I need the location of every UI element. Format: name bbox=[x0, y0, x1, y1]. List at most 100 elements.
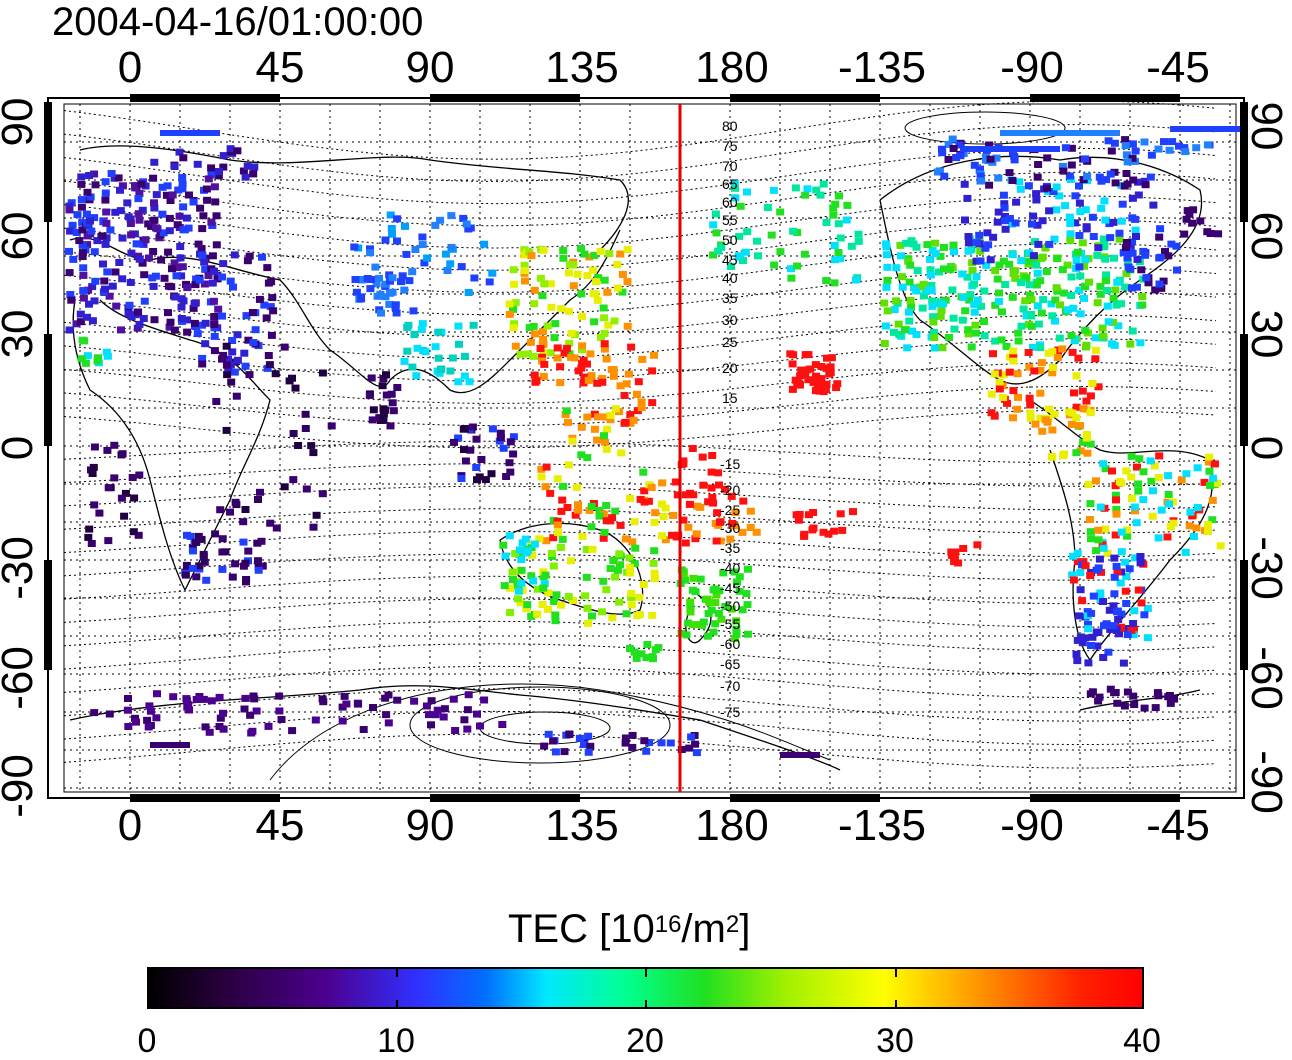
tec-point bbox=[403, 347, 412, 355]
tec-point bbox=[1084, 625, 1093, 633]
tec-point bbox=[936, 312, 945, 320]
tec-point bbox=[1093, 642, 1102, 650]
tec-point bbox=[717, 615, 726, 623]
tec-point bbox=[533, 585, 542, 593]
tec-point bbox=[523, 601, 532, 609]
tec-point bbox=[1128, 249, 1137, 257]
tec-point bbox=[788, 385, 797, 393]
tec-point bbox=[691, 535, 700, 543]
tec-point bbox=[599, 577, 608, 585]
tec-point bbox=[363, 275, 372, 282]
coastlines bbox=[69, 145, 1214, 771]
tec-point bbox=[1025, 394, 1034, 402]
tec-point bbox=[1011, 219, 1020, 227]
tec-point bbox=[583, 604, 592, 612]
tec-point bbox=[1069, 576, 1078, 584]
tec-point bbox=[627, 593, 636, 601]
tec-point bbox=[1140, 611, 1149, 619]
tec-point bbox=[602, 502, 611, 509]
tec-point bbox=[103, 268, 112, 276]
tec-point bbox=[144, 254, 153, 262]
tec-point bbox=[382, 371, 390, 379]
tec-point bbox=[643, 641, 652, 648]
tec-point bbox=[219, 163, 228, 171]
tec-point bbox=[1182, 470, 1191, 478]
tec-point bbox=[76, 310, 85, 318]
contour-label: -40 bbox=[720, 560, 740, 576]
tec-point bbox=[1128, 214, 1137, 222]
tec-point bbox=[1143, 604, 1152, 612]
tec-point bbox=[583, 454, 592, 462]
tec-point bbox=[1059, 167, 1068, 175]
colorbar-tick-mark bbox=[396, 1000, 398, 1008]
tec-point bbox=[644, 497, 653, 505]
tec-point bbox=[381, 293, 390, 301]
tec-point bbox=[1105, 606, 1114, 614]
tec-point bbox=[359, 276, 368, 283]
tec-point bbox=[642, 747, 651, 755]
tec-point bbox=[803, 185, 812, 193]
tec-point bbox=[639, 581, 648, 588]
tec-point bbox=[1005, 368, 1014, 376]
tec-point bbox=[232, 501, 241, 509]
tec-point bbox=[1073, 636, 1082, 644]
tec-point bbox=[1076, 447, 1085, 455]
tec-point bbox=[564, 461, 573, 469]
tec-point bbox=[199, 212, 208, 220]
tec-point bbox=[454, 378, 463, 386]
tec-point bbox=[387, 390, 396, 398]
contour-label: -45 bbox=[720, 580, 740, 596]
tec-point bbox=[241, 362, 250, 370]
tec-point bbox=[544, 589, 553, 597]
tec-point bbox=[502, 473, 511, 480]
tec-point bbox=[595, 512, 604, 520]
tec-point bbox=[179, 203, 188, 211]
colorbar-label-exp1: 16 bbox=[654, 911, 682, 938]
tec-point bbox=[1112, 496, 1120, 504]
tec-point bbox=[921, 286, 930, 294]
tec-point bbox=[149, 248, 158, 255]
tec-point bbox=[1041, 244, 1050, 252]
tec-point bbox=[202, 576, 211, 584]
tec-point bbox=[1115, 630, 1123, 638]
tec-point bbox=[613, 566, 622, 574]
tec-point bbox=[584, 732, 593, 740]
tec-point bbox=[168, 191, 177, 199]
tec-point bbox=[240, 705, 249, 713]
tec-point bbox=[1147, 151, 1156, 159]
tec-point bbox=[547, 549, 556, 557]
tec-point bbox=[883, 251, 891, 259]
tec-point bbox=[66, 291, 75, 298]
tec-point bbox=[169, 693, 178, 701]
tec-point bbox=[623, 278, 632, 286]
tec-point bbox=[826, 363, 835, 371]
tec-point bbox=[1074, 354, 1083, 362]
tec-point bbox=[558, 496, 567, 504]
colorbar-tick-label: 0 bbox=[137, 1022, 157, 1060]
tec-point bbox=[123, 706, 132, 714]
lon-tick-top: 180 bbox=[695, 43, 769, 92]
tec-point bbox=[686, 489, 694, 497]
tec-point bbox=[661, 536, 670, 544]
tec-point bbox=[995, 261, 1004, 269]
tec-point bbox=[587, 374, 596, 382]
tec-point bbox=[948, 286, 957, 294]
magnetic-contour-line bbox=[63, 553, 1217, 581]
tec-point bbox=[499, 444, 508, 452]
tec-point bbox=[224, 355, 232, 363]
tec-point bbox=[228, 337, 237, 344]
tec-point bbox=[905, 317, 914, 325]
tec-point bbox=[1101, 525, 1110, 533]
colorbar-label-exp2: 2 bbox=[725, 911, 740, 938]
tec-point bbox=[1072, 449, 1081, 457]
tec-point bbox=[1086, 528, 1095, 536]
tec-point bbox=[179, 297, 188, 305]
tec-point bbox=[1021, 297, 1030, 305]
tec-point bbox=[944, 140, 953, 148]
tec-point bbox=[319, 698, 328, 706]
tec-point bbox=[226, 145, 235, 153]
tec-point bbox=[699, 481, 708, 489]
tec-point bbox=[812, 376, 821, 384]
tec-point bbox=[464, 691, 473, 699]
tec-point bbox=[164, 282, 173, 290]
